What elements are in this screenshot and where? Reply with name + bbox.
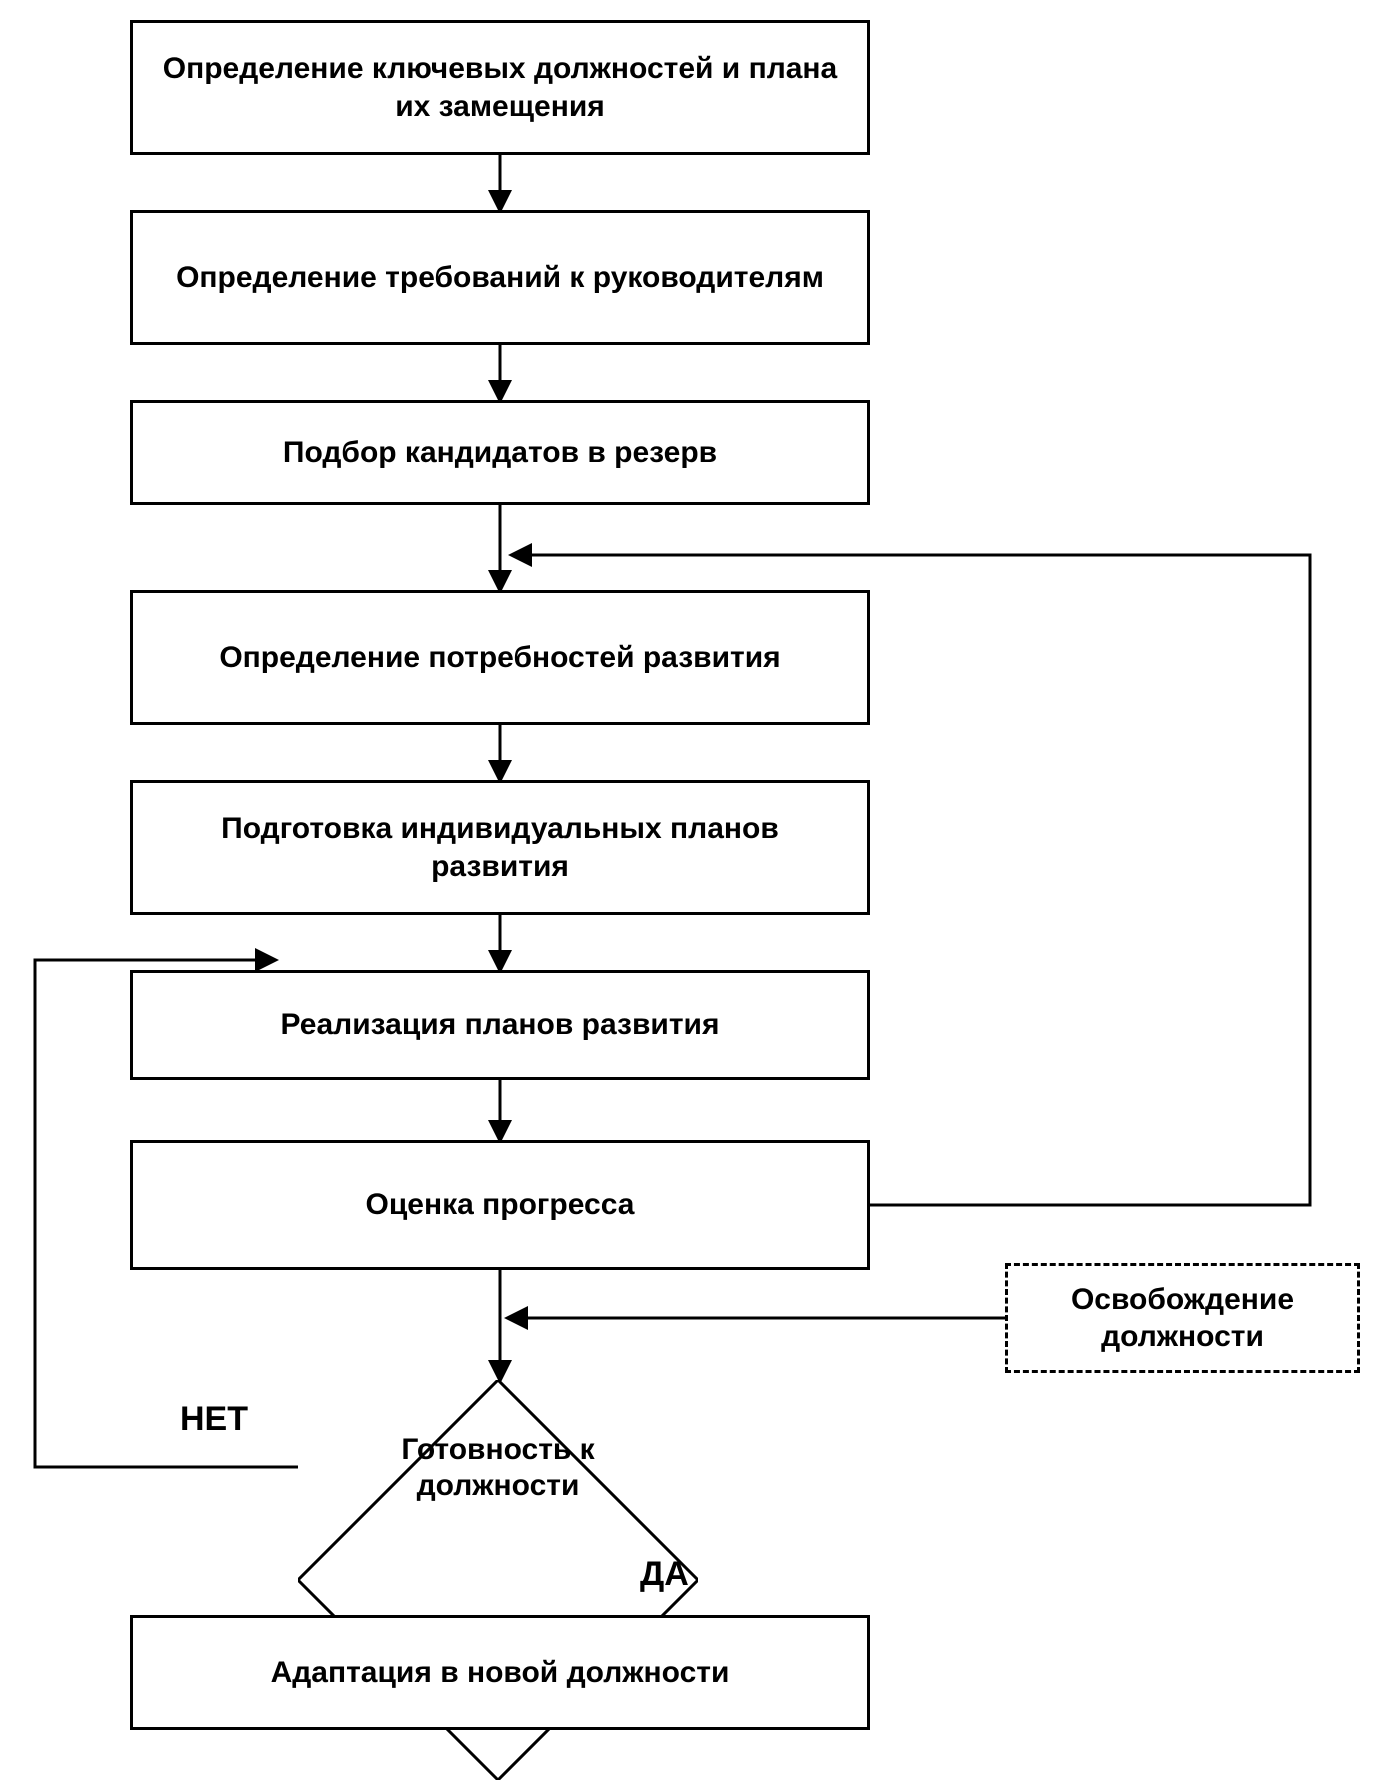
- step-label: Оценка прогресса: [366, 1186, 635, 1224]
- label-yes: ДА: [640, 1555, 689, 1594]
- step-individual-plans: Подготовка индивидуальных планов развити…: [130, 780, 870, 915]
- step-key-positions: Определение ключевых должностей и плана …: [130, 20, 870, 155]
- step-plan-execution: Реализация планов развития: [130, 970, 870, 1080]
- step-label: Подбор кандидатов в резерв: [283, 434, 717, 472]
- decision-readiness: Готовность к должности: [298, 1380, 698, 1555]
- step-label: Определение ключевых должностей и плана …: [149, 50, 851, 125]
- step-label: Определение потребностей развития: [219, 639, 780, 677]
- step-candidate-selection: Подбор кандидатов в резерв: [130, 400, 870, 505]
- step-progress-assessment: Оценка прогресса: [130, 1140, 870, 1270]
- step-label: Реализация планов развития: [281, 1006, 720, 1044]
- step-label: Подготовка индивидуальных планов развити…: [149, 810, 851, 885]
- step-development-needs: Определение потребностей развития: [130, 590, 870, 725]
- flowchart-canvas: Определение ключевых должностей и плана …: [0, 0, 1385, 1748]
- decision-label: Готовность к должности: [370, 1432, 626, 1504]
- step-label: Освобождение должности: [1024, 1281, 1341, 1356]
- step-requirements: Определение требований к руководителям: [130, 210, 870, 345]
- step-adaptation: Адаптация в новой должности: [130, 1615, 870, 1730]
- step-label: Определение требований к руководителям: [176, 259, 824, 297]
- step-label: Адаптация в новой должности: [271, 1654, 730, 1692]
- step-position-vacated: Освобождение должности: [1005, 1263, 1360, 1373]
- label-no: НЕТ: [180, 1400, 248, 1439]
